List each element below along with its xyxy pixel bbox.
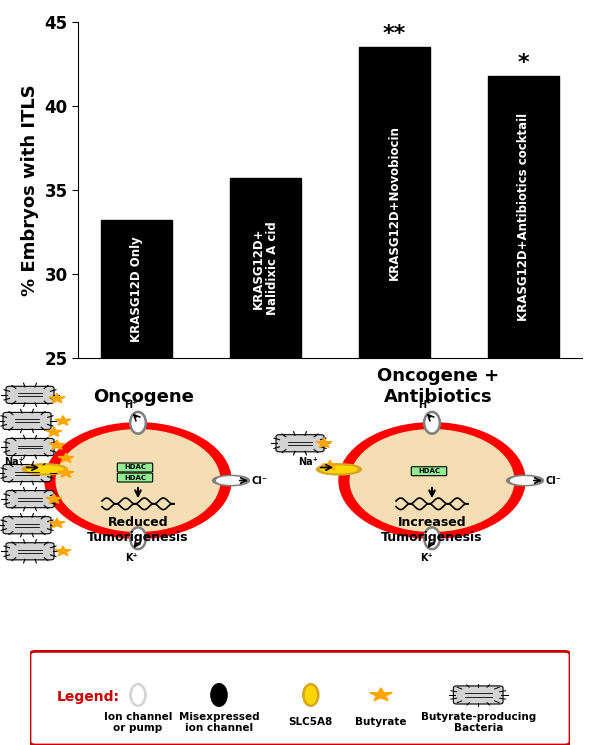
FancyBboxPatch shape (6, 386, 54, 404)
Text: KRASG12D Only: KRASG12D Only (130, 236, 143, 342)
Circle shape (339, 423, 525, 538)
FancyBboxPatch shape (6, 542, 54, 560)
Ellipse shape (132, 414, 144, 431)
Ellipse shape (305, 686, 316, 704)
FancyBboxPatch shape (118, 463, 152, 472)
Ellipse shape (424, 411, 440, 434)
FancyBboxPatch shape (6, 490, 54, 508)
Ellipse shape (303, 684, 319, 706)
FancyBboxPatch shape (412, 466, 447, 475)
Text: Na⁺: Na⁺ (298, 457, 318, 467)
Ellipse shape (130, 411, 146, 434)
Polygon shape (55, 546, 71, 556)
FancyBboxPatch shape (3, 517, 51, 533)
Bar (488, 76, 559, 745)
FancyBboxPatch shape (454, 686, 503, 704)
Bar (359, 48, 430, 745)
Text: Butyrate-producing
Bacteria: Butyrate-producing Bacteria (421, 711, 536, 733)
Polygon shape (49, 519, 65, 527)
Ellipse shape (130, 527, 146, 550)
Polygon shape (46, 427, 62, 437)
Ellipse shape (27, 466, 63, 473)
FancyBboxPatch shape (118, 473, 152, 482)
Bar (101, 221, 172, 745)
Ellipse shape (212, 475, 250, 486)
Text: KRASG12D+Antibiotics cocktail: KRASG12D+Antibiotics cocktail (517, 112, 530, 321)
Text: K⁺: K⁺ (419, 553, 433, 563)
Polygon shape (55, 416, 71, 425)
Polygon shape (58, 468, 74, 478)
Circle shape (45, 423, 231, 538)
Polygon shape (46, 494, 62, 504)
Ellipse shape (132, 530, 144, 547)
Text: HDAC: HDAC (124, 475, 146, 481)
Text: Cl⁻: Cl⁻ (252, 475, 268, 486)
FancyBboxPatch shape (6, 438, 54, 455)
Text: HDAC: HDAC (418, 468, 440, 475)
Circle shape (56, 430, 220, 531)
Text: Cl⁻: Cl⁻ (546, 475, 562, 486)
Y-axis label: % Embryos with ITLS: % Embryos with ITLS (21, 84, 39, 296)
Text: SLC5A8: SLC5A8 (289, 717, 333, 727)
Ellipse shape (506, 475, 544, 486)
Ellipse shape (22, 463, 67, 475)
Polygon shape (316, 438, 332, 448)
Ellipse shape (133, 686, 143, 704)
Bar (230, 178, 301, 745)
Text: Reduced
Tumorigenesis: Reduced Tumorigenesis (87, 516, 189, 544)
Ellipse shape (511, 477, 539, 484)
FancyBboxPatch shape (276, 435, 324, 451)
Text: Increased
Tumorigenesis: Increased Tumorigenesis (381, 516, 483, 544)
Text: Ion channel
or pump: Ion channel or pump (104, 711, 172, 733)
Ellipse shape (217, 477, 245, 484)
Ellipse shape (426, 530, 438, 547)
Text: KRASG12D+
Nalidixic A cid: KRASG12D+ Nalidixic A cid (251, 221, 280, 315)
Polygon shape (49, 393, 65, 403)
Text: Na⁺: Na⁺ (4, 457, 24, 467)
Ellipse shape (426, 414, 438, 431)
FancyBboxPatch shape (3, 413, 51, 429)
Text: **: ** (383, 24, 406, 44)
Text: H⁺: H⁺ (418, 400, 431, 410)
Text: Legend:: Legend: (57, 690, 120, 703)
Ellipse shape (211, 684, 227, 706)
Text: HDAC: HDAC (124, 464, 146, 471)
Text: Butyrate: Butyrate (355, 717, 407, 727)
Ellipse shape (130, 684, 146, 706)
Polygon shape (49, 440, 65, 449)
Text: K⁺: K⁺ (125, 553, 139, 563)
Text: *: * (518, 53, 529, 72)
Ellipse shape (321, 466, 357, 473)
Text: Oncogene +
Antibiotics: Oncogene + Antibiotics (377, 367, 499, 406)
Text: Misexpressed
ion channel: Misexpressed ion channel (179, 711, 259, 733)
Ellipse shape (317, 463, 361, 475)
FancyBboxPatch shape (3, 465, 51, 482)
FancyBboxPatch shape (30, 651, 570, 745)
Polygon shape (322, 460, 338, 470)
Circle shape (350, 430, 514, 531)
Polygon shape (58, 453, 74, 463)
Ellipse shape (424, 527, 440, 550)
Polygon shape (370, 688, 392, 701)
Text: Oncogene: Oncogene (94, 388, 194, 406)
Text: H⁺: H⁺ (124, 400, 137, 410)
Text: KRASG12D+Novobiocin: KRASG12D+Novobiocin (388, 125, 401, 280)
